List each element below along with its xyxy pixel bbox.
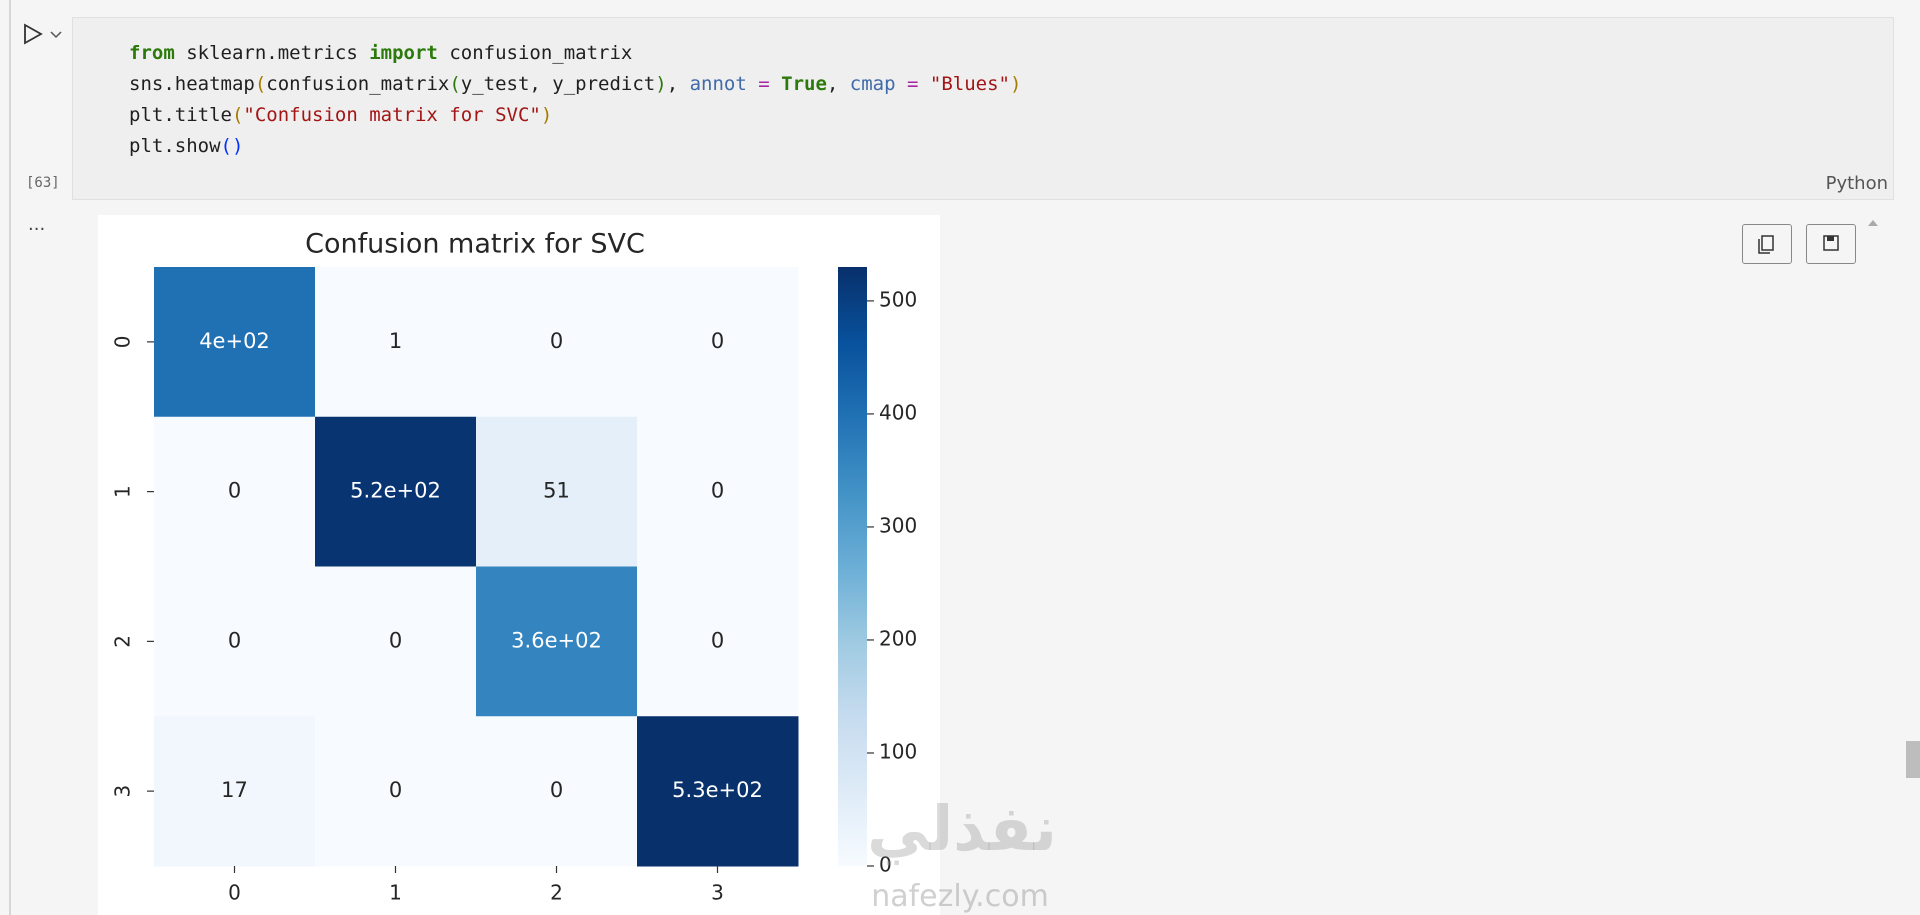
- language-label[interactable]: Python: [1825, 173, 1888, 194]
- heatmap-cell: [154, 416, 316, 567]
- cell-gutter: [9, 0, 11, 915]
- heatmap-cell: [637, 566, 799, 717]
- heatmap-cell: [315, 716, 477, 867]
- code-token: =: [895, 73, 930, 95]
- code-token: plt.show: [129, 135, 221, 157]
- x-tick-label: 3: [711, 881, 724, 905]
- code-token: =: [746, 73, 782, 95]
- colorbar-tick-label: 400: [879, 400, 917, 424]
- save-icon: [1823, 235, 1839, 251]
- y-tick-label: 1: [111, 485, 135, 498]
- code-token: (: [231, 104, 244, 126]
- cell-label: 0: [389, 778, 402, 802]
- code-token: "Blues": [929, 73, 1010, 95]
- cell-label: 3.6e+02: [511, 628, 602, 652]
- code-token: ,: [666, 73, 690, 95]
- cell-label: 1: [389, 329, 402, 353]
- code-token: import: [369, 42, 438, 64]
- cell-label: 5.2e+02: [350, 479, 441, 503]
- code-token: (: [449, 73, 461, 95]
- copy-button[interactable]: [1742, 224, 1792, 264]
- code-token: cmap: [849, 73, 896, 95]
- run-button[interactable]: [22, 22, 68, 46]
- cell-label: 0: [550, 329, 563, 353]
- save-button[interactable]: [1806, 224, 1856, 264]
- heatmap-cell: [637, 416, 799, 567]
- watermark: nafezly.com: [871, 879, 1049, 914]
- x-tick-label: 1: [389, 881, 402, 905]
- code-cell[interactable]: [72, 17, 1894, 200]
- heatmap-cell: [315, 566, 477, 717]
- cell-label: 4e+02: [199, 329, 270, 353]
- code-line: plt.show(): [129, 131, 1021, 162]
- copy-icon: [1758, 235, 1774, 254]
- code-token: ): [1009, 73, 1022, 95]
- code: from sklearn.metrics import confusion_ma…: [129, 38, 1021, 162]
- cell-label: 0: [228, 479, 241, 503]
- y-tick-label: 2: [111, 635, 135, 648]
- heatmap-cell: [637, 267, 799, 418]
- heatmap-cell: [315, 416, 477, 567]
- colorbar: [838, 267, 867, 866]
- scrollbar[interactable]: [1906, 741, 1920, 778]
- cell-label: 51: [543, 479, 570, 503]
- heatmap-cell: [476, 566, 638, 717]
- heatmap-cell: [315, 267, 477, 418]
- heatmap-cell: [154, 566, 316, 717]
- code-line: plt.title("Confusion matrix for SVC"): [129, 100, 1021, 131]
- code-token: "Confusion matrix for SVC": [243, 104, 541, 126]
- code-token: sns.heatmap: [129, 73, 255, 95]
- code-token: ): [540, 104, 553, 126]
- output-menu[interactable]: ...: [28, 214, 46, 235]
- y-tick-label: 0: [111, 336, 135, 349]
- code-token: from: [129, 42, 175, 64]
- code-token: True: [781, 73, 827, 95]
- cell-label: 0: [228, 628, 241, 652]
- heatmap-cell: [154, 716, 316, 867]
- cell-label: 0: [550, 778, 563, 802]
- colorbar-tick-label: 500: [879, 287, 917, 311]
- x-tick-label: 2: [550, 881, 563, 905]
- cell-label: 17: [221, 778, 248, 802]
- code-token: plt.title: [129, 104, 232, 126]
- code-token: y_test, y_predict: [460, 73, 656, 95]
- watermark: نفذلي: [867, 792, 1057, 865]
- code-token: confusion_matrix: [266, 73, 450, 95]
- code-token: ): [655, 73, 667, 95]
- execution-count: [63]: [26, 175, 60, 191]
- code-token: ,: [826, 73, 850, 95]
- code-token: (: [254, 73, 267, 95]
- cell-label: 5.3e+02: [672, 778, 763, 802]
- colorbar-tick-label: 300: [879, 513, 917, 537]
- cell-label: 0: [711, 628, 724, 652]
- code-line: sns.heatmap(confusion_matrix(y_test, y_p…: [129, 69, 1021, 100]
- code-line: from sklearn.metrics import confusion_ma…: [129, 38, 1021, 69]
- x-tick-label: 0: [228, 881, 241, 905]
- colorbar-tick-label: 100: [879, 739, 917, 763]
- chart-title: Confusion matrix for SVC: [305, 229, 645, 260]
- collapse-arrow[interactable]: [1866, 218, 1880, 228]
- colorbar-tick-label: 0: [879, 853, 892, 877]
- heatmap-cell: [476, 267, 638, 418]
- code-token: (): [220, 135, 244, 157]
- code-token: annot: [689, 73, 747, 95]
- cell-label: 0: [389, 628, 402, 652]
- colorbar-tick-label: 200: [879, 626, 917, 650]
- heatmap-cell: [476, 716, 638, 867]
- cell-label: 0: [711, 329, 724, 353]
- code-token: sklearn.metrics: [174, 42, 370, 64]
- code-token: confusion_matrix: [437, 42, 633, 64]
- heatmap-cell: [154, 267, 316, 418]
- y-tick-label: 3: [111, 785, 135, 798]
- cell-label: 0: [711, 479, 724, 503]
- heatmap-cell: [476, 416, 638, 567]
- heatmap-cell: [637, 716, 799, 867]
